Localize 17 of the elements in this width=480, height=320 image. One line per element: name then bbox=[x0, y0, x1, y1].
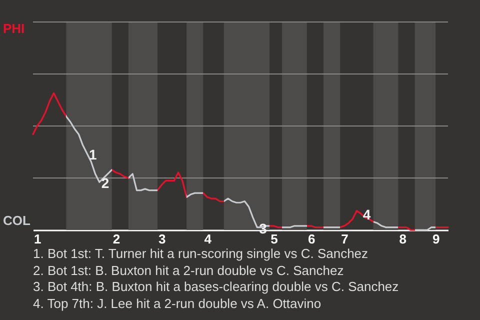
x-tick-label: 1 bbox=[34, 232, 42, 246]
text: COL bbox=[3, 213, 30, 228]
annotation: 1 bbox=[88, 146, 97, 162]
text: 1. Bot 1st: T. Turner hit a run-scoring single vs C. Sanchez bbox=[33, 246, 370, 263]
x-tick-label: 7 bbox=[341, 232, 348, 246]
x-tick-label: 4 bbox=[204, 232, 212, 246]
text: 4. Top 7th: J. Lee hit a 2-run double vs A. Ottavino bbox=[33, 296, 322, 313]
x-tick-label: 5 bbox=[270, 232, 278, 246]
x-tick-label: 8 bbox=[399, 232, 406, 246]
x-tick-label: 3 bbox=[158, 232, 166, 246]
text: 3. Bot 4th: B. Buxton hit a bases-clearing double vs C. Sanchez bbox=[33, 279, 399, 296]
text: 2. Bot 1st: B. Buxton hit a 2-run double vs C. Sanchez bbox=[33, 262, 345, 280]
x-tick-label: 6 bbox=[308, 232, 316, 246]
x-tick-label: 2 bbox=[112, 232, 120, 246]
x-tick-label: 9 bbox=[432, 232, 440, 246]
text: PHI bbox=[3, 21, 25, 36]
annotation: 2 bbox=[101, 175, 110, 192]
